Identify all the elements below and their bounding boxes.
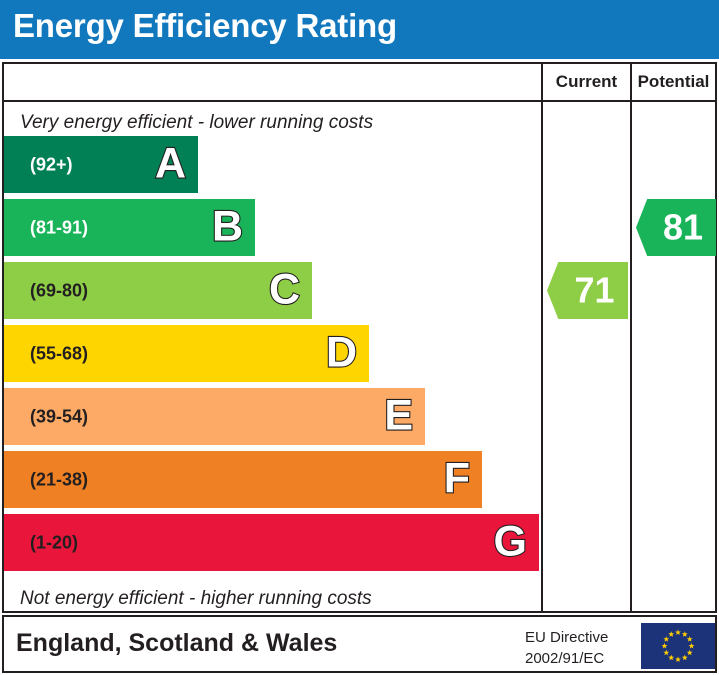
footer-directive-line2: 2002/91/EC <box>525 649 605 667</box>
current-rating-value: 71 <box>574 268 615 310</box>
rating-band-f-range: (21-38) <box>30 469 89 489</box>
rating-band-b-range: (81-91) <box>30 217 89 237</box>
rating-band-g-letter: G <box>492 517 528 566</box>
page-title: Energy Efficiency Rating <box>13 7 397 44</box>
column-header-current: Current <box>555 72 618 91</box>
column-divider-current <box>541 64 543 611</box>
rating-band-d: (55-68) D <box>4 325 369 382</box>
potential-rating-value: 81 <box>662 205 704 247</box>
column-divider-potential <box>630 64 632 611</box>
rating-band-c: (69-80) C <box>4 262 312 319</box>
rating-band-g: (1-20) G <box>4 514 539 571</box>
rating-band-e: (39-54) E <box>4 388 425 445</box>
rating-band-b: (81-91) B <box>4 199 255 256</box>
header-divider <box>4 100 715 102</box>
potential-rating-marker: 81 <box>636 199 716 256</box>
footer-directive-label: EU Directive 2002/91/EC <box>525 628 608 669</box>
current-rating-marker: 71 <box>547 262 628 319</box>
rating-band-c-letter: C <box>268 265 301 314</box>
rating-table: Current Potential Very energy efficient … <box>2 62 717 613</box>
rating-band-f-letter: F <box>443 454 472 503</box>
footer-region-label: England, Scotland & Wales <box>16 629 338 657</box>
column-header-potential: Potential <box>637 72 710 91</box>
rating-band-d-letter: D <box>325 328 358 377</box>
rating-band-a: (92+) A <box>4 136 198 193</box>
rating-band-g-range: (1-20) <box>30 532 79 552</box>
footer-bar: England, Scotland & Wales EU Directive 2… <box>2 615 717 673</box>
rating-band-e-range: (39-54) <box>30 406 89 426</box>
rating-band-a-letter: A <box>154 139 187 188</box>
caption-not-efficient: Not energy efficient - higher running co… <box>20 588 372 609</box>
rating-band-e-letter: E <box>383 391 414 440</box>
rating-band-a-range: (92+) <box>30 154 73 174</box>
rating-band-c-range: (69-80) <box>30 280 89 300</box>
rating-band-b-letter: B <box>211 202 244 251</box>
rating-band-d-range: (55-68) <box>30 343 89 363</box>
caption-efficient: Very energy efficient - lower running co… <box>20 112 374 133</box>
rating-band-f: (21-38) F <box>4 451 482 508</box>
footer-directive-line1: EU Directive <box>525 629 609 646</box>
title-bar: Energy Efficiency Rating <box>0 0 719 59</box>
eu-flag-icon <box>641 623 715 669</box>
